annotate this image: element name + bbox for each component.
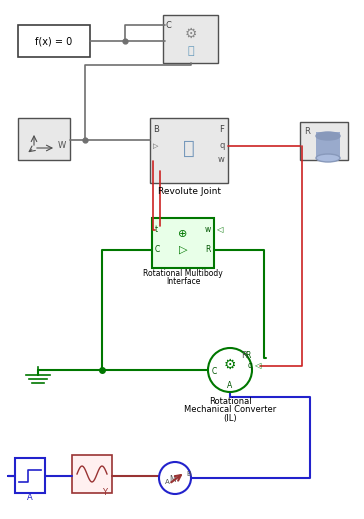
Text: C: C	[155, 245, 160, 254]
Text: B: B	[153, 126, 159, 134]
Text: Rotational Multibody: Rotational Multibody	[143, 269, 223, 279]
Text: R: R	[304, 128, 310, 136]
Text: A: A	[27, 494, 33, 502]
FancyBboxPatch shape	[18, 118, 70, 160]
FancyBboxPatch shape	[152, 218, 214, 268]
Text: A: A	[165, 479, 169, 485]
Text: Revolute Joint: Revolute Joint	[158, 186, 221, 196]
Text: ◁: ◁	[216, 225, 222, 235]
Text: 🔩: 🔩	[183, 139, 195, 157]
Text: Interface: Interface	[166, 278, 200, 286]
Text: ▷: ▷	[153, 143, 158, 149]
Text: Rotational: Rotational	[209, 398, 251, 406]
Text: ◁: ◁	[254, 362, 261, 371]
Text: C: C	[166, 20, 172, 30]
Text: B: B	[187, 471, 191, 477]
Text: M: M	[170, 475, 176, 485]
Text: F: F	[219, 126, 224, 134]
Text: ⚙: ⚙	[184, 27, 197, 41]
FancyBboxPatch shape	[18, 25, 90, 57]
FancyBboxPatch shape	[72, 455, 112, 493]
Text: R: R	[206, 245, 211, 254]
Circle shape	[159, 462, 191, 494]
Text: ⊕: ⊕	[178, 229, 188, 239]
Text: A: A	[228, 381, 233, 390]
Text: ⚙: ⚙	[224, 358, 236, 372]
Text: Y: Y	[102, 488, 107, 497]
FancyBboxPatch shape	[150, 118, 228, 183]
Text: t: t	[155, 225, 158, 235]
Text: q: q	[219, 142, 225, 151]
Text: R: R	[245, 351, 251, 361]
Text: R: R	[241, 351, 247, 361]
Text: (IL): (IL)	[223, 414, 237, 422]
Text: w: w	[205, 225, 211, 235]
Text: W: W	[58, 142, 66, 151]
Text: ▷: ▷	[179, 245, 187, 255]
FancyBboxPatch shape	[300, 122, 348, 160]
Ellipse shape	[316, 154, 340, 162]
Text: w: w	[218, 156, 225, 165]
Text: q: q	[248, 362, 253, 371]
Text: Mechanical Converter: Mechanical Converter	[184, 405, 276, 415]
Text: 🤖: 🤖	[187, 46, 194, 56]
FancyBboxPatch shape	[15, 458, 45, 493]
Ellipse shape	[316, 132, 340, 140]
FancyBboxPatch shape	[163, 15, 218, 63]
Text: C: C	[211, 367, 217, 376]
FancyBboxPatch shape	[316, 132, 340, 158]
Text: f(x) = 0: f(x) = 0	[35, 36, 73, 46]
Circle shape	[208, 348, 252, 392]
